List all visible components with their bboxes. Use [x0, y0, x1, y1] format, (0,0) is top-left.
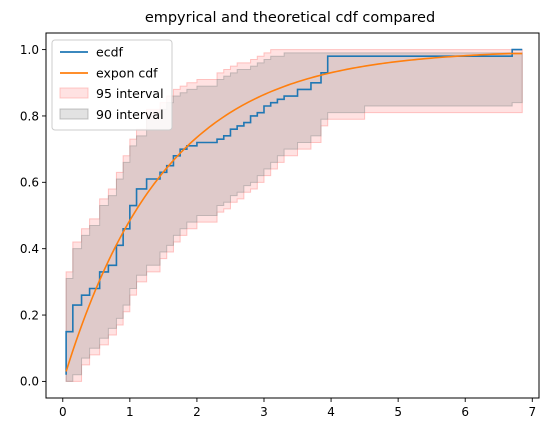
y-tick-label: 0.2 — [20, 308, 39, 322]
legend-ecdf-label: ecdf — [96, 45, 123, 60]
x-tick-label: 1 — [126, 405, 134, 419]
x-tick-label: 6 — [461, 405, 469, 419]
legend-expon-label: expon cdf — [96, 66, 158, 81]
expon-cdf-line — [65, 52, 523, 372]
legend-95-swatch — [59, 87, 89, 99]
y-axis-ticks: 0.0 0.2 0.4 0.6 0.8 1.0 — [20, 43, 46, 389]
y-tick-label: 0.8 — [20, 109, 39, 123]
axes-frame — [45, 32, 540, 399]
legend-95-label: 95 interval — [96, 86, 164, 101]
x-tick-label: 4 — [327, 405, 335, 419]
x-tick-label: 7 — [528, 405, 536, 419]
x-tick-label: 2 — [193, 405, 201, 419]
legend: ecdf expon cdf 95 interval 90 interval — [51, 39, 173, 131]
legend-box — [51, 39, 173, 131]
legend-90-swatch — [59, 108, 89, 120]
legend-90-label: 90 interval — [96, 107, 164, 122]
x-tick-label: 3 — [260, 405, 268, 419]
chart-title: empyrical and theoretical cdf compared — [145, 10, 435, 26]
ecdf-line — [65, 48, 523, 375]
plot-area — [65, 48, 523, 382]
y-tick-label: 0.0 — [20, 375, 39, 389]
x-axis-ticks: 0 1 2 3 4 5 6 7 — [59, 398, 536, 419]
y-tick-label: 0.4 — [20, 242, 39, 256]
x-tick-label: 5 — [394, 405, 402, 419]
y-tick-label: 0.6 — [20, 176, 39, 190]
x-tick-label: 0 — [59, 405, 67, 419]
y-tick-label: 1.0 — [20, 43, 39, 57]
series-lines-group — [65, 48, 523, 375]
